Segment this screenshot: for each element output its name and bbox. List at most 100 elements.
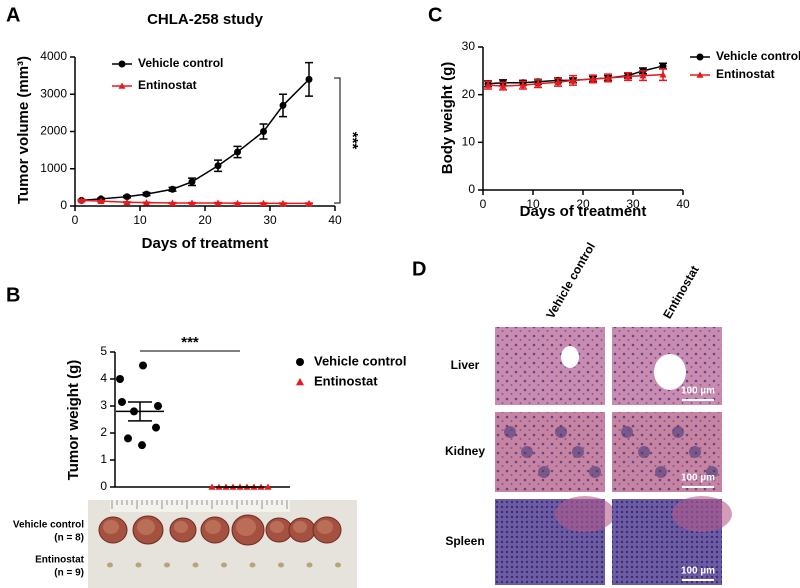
x-tick-label: 0: [72, 213, 79, 227]
glomerulus: [504, 426, 516, 438]
marker: [188, 199, 196, 206]
scale-bar-label: 100 µm: [681, 473, 715, 484]
y-tick-label: 0: [60, 198, 67, 212]
y-tick-label: 4: [100, 371, 107, 385]
legend-label: Entinostat: [138, 78, 197, 92]
x-tick-label: 40: [328, 213, 342, 227]
x-axis-label: Days of treatment: [142, 235, 269, 252]
x-tick-label: 30: [263, 213, 277, 227]
tumor-highlight: [137, 519, 155, 535]
tumor-highlight: [236, 518, 256, 536]
histology-texture: [495, 327, 605, 405]
row-label: Spleen: [445, 534, 484, 548]
row-label: Kidney: [445, 444, 485, 458]
marker: [624, 73, 632, 80]
y-tick-label: 30: [462, 39, 476, 53]
photo-row-n: (n = 8): [54, 533, 84, 544]
y-tick-label: 2: [100, 425, 107, 439]
marker: [569, 76, 577, 84]
scale-bar-label: 100 µm: [681, 386, 715, 397]
tumor-small: [335, 562, 341, 568]
marker: [123, 193, 131, 201]
marker: [696, 53, 704, 61]
x-tick-label: 20: [198, 213, 212, 227]
tumor-small: [249, 562, 256, 568]
significance-bracket: [334, 77, 341, 204]
tumor-highlight: [317, 520, 333, 534]
tumor-small: [278, 562, 284, 568]
x-tick-label: 20: [576, 197, 590, 211]
marker: [519, 81, 527, 88]
column-header: Vehicle control: [543, 240, 598, 321]
y-tick-label: 1000: [40, 161, 67, 175]
marker: [659, 71, 667, 78]
legend-label: Entinostat: [716, 67, 775, 81]
marker: [169, 199, 176, 206]
y-tick-label: 2000: [40, 124, 67, 138]
tumor-small: [135, 562, 142, 568]
y-axis-label: Tumor volume (mm³): [15, 56, 32, 204]
photo-row-label: Entinostat: [35, 555, 85, 566]
x-tick-label: 0: [480, 197, 487, 211]
x-tick-label: 40: [676, 197, 690, 211]
marker: [589, 75, 597, 82]
tumor-small: [192, 562, 199, 568]
marker: [214, 199, 222, 206]
histology-texture: [612, 412, 722, 492]
column-header: Entinostat: [660, 263, 701, 321]
marker: [234, 148, 241, 156]
marker: [484, 81, 492, 88]
glomerulus: [706, 466, 718, 478]
legend-label: Vehicle control: [716, 49, 800, 63]
marker: [696, 71, 704, 78]
marker: [234, 199, 241, 207]
marker: [78, 196, 85, 204]
tumor-highlight: [270, 521, 284, 533]
y-tick-label: 3: [100, 398, 107, 412]
tumor-small: [221, 562, 227, 568]
glomerulus: [555, 426, 567, 438]
y-tick-label: 10: [462, 135, 476, 149]
marker: [152, 423, 160, 432]
tumor-small: [306, 562, 313, 568]
marker: [118, 397, 126, 406]
row-label: Liver: [451, 358, 480, 372]
glomerulus: [621, 426, 633, 438]
marker: [154, 402, 162, 410]
marker: [139, 361, 147, 370]
y-tick-label: 20: [462, 87, 476, 101]
marker: [305, 75, 313, 83]
marker: [214, 162, 222, 170]
panel-label: B: [6, 284, 20, 306]
annotation: ***: [344, 132, 361, 150]
tumor-small: [164, 562, 170, 568]
y-tick-label: 0: [468, 182, 475, 196]
error-bar: [128, 401, 152, 422]
marker: [143, 190, 150, 198]
panel-label: D: [412, 258, 426, 280]
glomerulus: [672, 426, 684, 438]
marker: [554, 78, 562, 86]
tumor-highlight: [103, 520, 119, 534]
red-pulp: [672, 496, 732, 532]
marker: [138, 441, 146, 450]
tumor-small: [107, 562, 113, 568]
photo-row-n: (n = 9): [54, 568, 84, 579]
panel-label: A: [6, 4, 20, 26]
photo-row-label: Vehicle control: [13, 520, 84, 531]
x-tick-label: 30: [626, 197, 640, 211]
histology-texture: [495, 412, 605, 492]
marker: [118, 60, 126, 68]
glomerulus: [689, 446, 701, 458]
tumor-photo: [88, 500, 357, 588]
marker: [260, 128, 267, 135]
y-tick-label: 4000: [40, 49, 67, 63]
tumor-highlight: [293, 521, 307, 533]
marker: [305, 199, 313, 207]
marker: [118, 82, 126, 89]
marker: [124, 434, 132, 443]
marker: [97, 197, 105, 204]
marker: [188, 178, 196, 186]
x-tick-label: 10: [526, 197, 540, 211]
